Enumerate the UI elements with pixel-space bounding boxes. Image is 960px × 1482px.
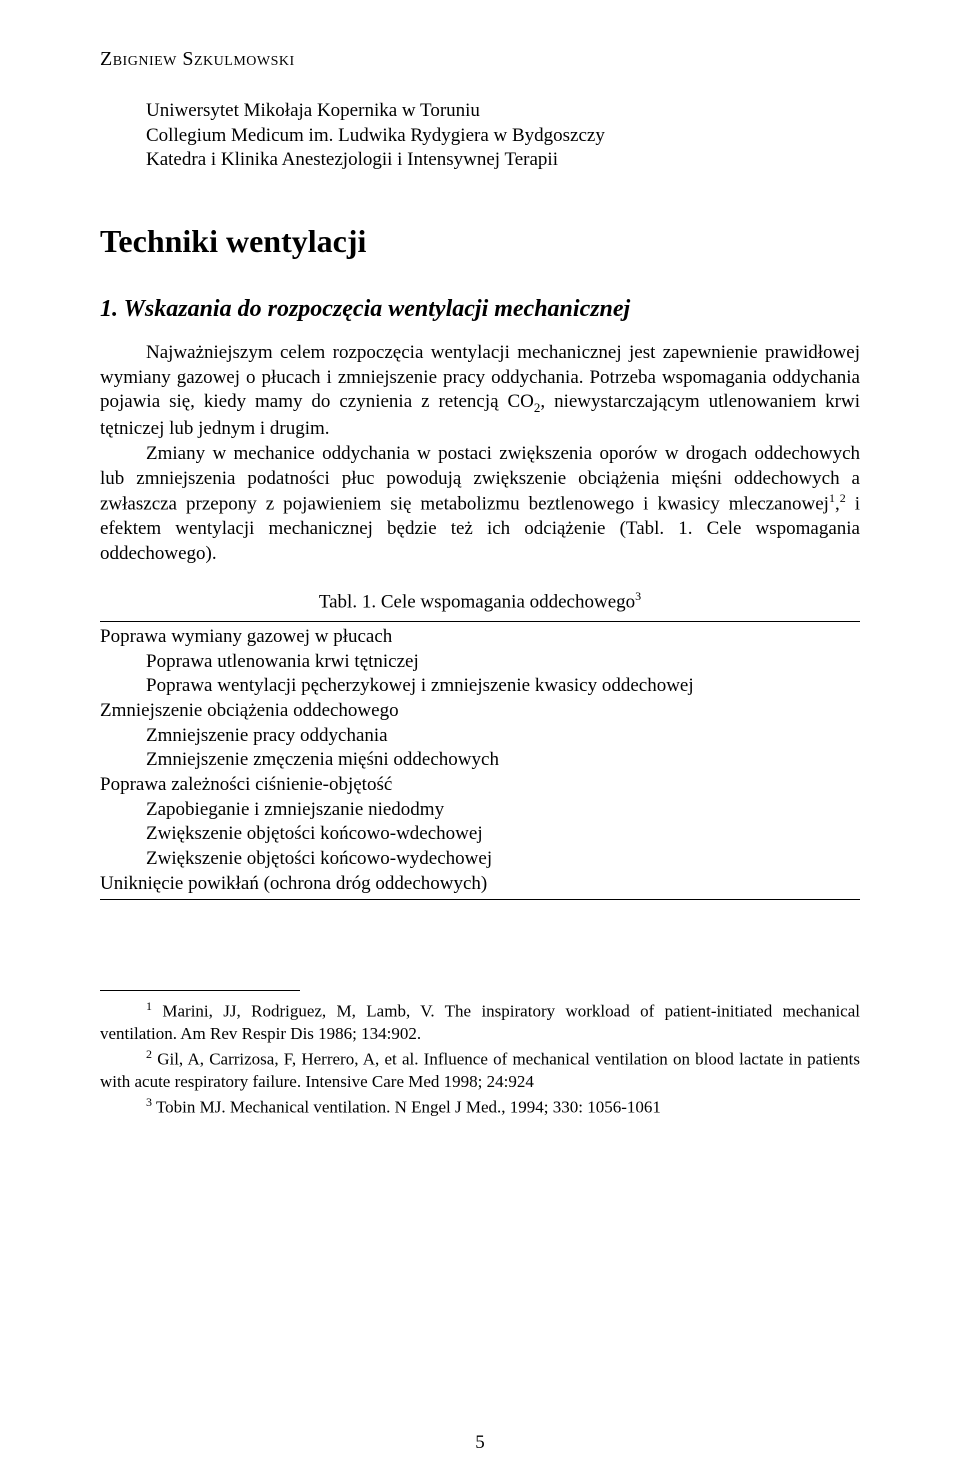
footnotes-block: 1 Marini, JJ, Rodriguez, M, Lamb, V. The… (100, 999, 860, 1118)
page-number: 5 (0, 1432, 960, 1454)
paragraph-text: Zmiany w mechanice oddychania w postaci … (100, 443, 860, 515)
table-row: Uniknięcie powikłań (ochrona dróg oddech… (100, 872, 860, 897)
footnote-text: Marini, JJ, Rodriguez, M, Lamb, V. The i… (100, 1002, 860, 1043)
table-row: Zmniejszenie obciążenia oddechowego (100, 699, 860, 724)
affiliation-line: Collegium Medicum im. Ludwika Rydygiera … (146, 124, 860, 149)
document-page: Zbigniew Szkulmowski Uniwersytet Mikołaj… (0, 0, 960, 1482)
footnote: 1 Marini, JJ, Rodriguez, M, Lamb, V. The… (100, 999, 860, 1045)
table-row: Zmniejszenie pracy oddychania (146, 724, 860, 749)
section-heading: 1. Wskazania do rozpoczęcia wentylacji m… (100, 296, 860, 323)
body-paragraph: Najważniejszym celem rozpoczęcia wentyla… (100, 341, 860, 567)
footnote-separator (100, 990, 300, 991)
superscript-ref: 3 (635, 589, 641, 603)
footnote: 2 Gil, A, Carrizosa, F, Herrero, A, et a… (100, 1047, 860, 1093)
table-row: Poprawa wymiany gazowej w płucach (100, 625, 860, 650)
affiliation-line: Katedra i Klinika Anestezjologii i Inten… (146, 148, 860, 173)
table-row: Zmniejszenie zmęczenia mięśni oddechowyc… (146, 748, 860, 773)
footnote-text: Gil, A, Carrizosa, F, Herrero, A, et al.… (100, 1050, 860, 1091)
table-caption-text: Tabl. 1. Cele wspomagania oddechowego (319, 591, 635, 612)
table-row: Poprawa utlenowania krwi tętniczej (146, 650, 860, 675)
document-title: Techniki wentylacji (100, 223, 860, 260)
table-row: Zwiększenie objętości końcowo-wdechowej (146, 822, 860, 847)
table-row: Zwiększenie objętości końcowo-wydechowej (146, 847, 860, 872)
affiliation-block: Uniwersytet Mikołaja Kopernika w Toruniu… (146, 99, 860, 173)
table-row: Poprawa wentylacji pęcherzykowej i zmnie… (146, 674, 860, 699)
author-name: Zbigniew Szkulmowski (100, 48, 860, 71)
table-box: Poprawa wymiany gazowej w płucach Popraw… (100, 621, 860, 901)
footnote-text: Tobin MJ. Mechanical ventilation. N Enge… (152, 1098, 661, 1117)
table-row: Poprawa zależności ciśnienie-objętość (100, 773, 860, 798)
footnote: 3 Tobin MJ. Mechanical ventilation. N En… (100, 1095, 860, 1119)
table-row: Zapobieganie i zmniejszanie niedodmy (146, 798, 860, 823)
affiliation-line: Uniwersytet Mikołaja Kopernika w Toruniu (146, 99, 860, 124)
table-caption: Tabl. 1. Cele wspomagania oddechowego3 (100, 589, 860, 613)
